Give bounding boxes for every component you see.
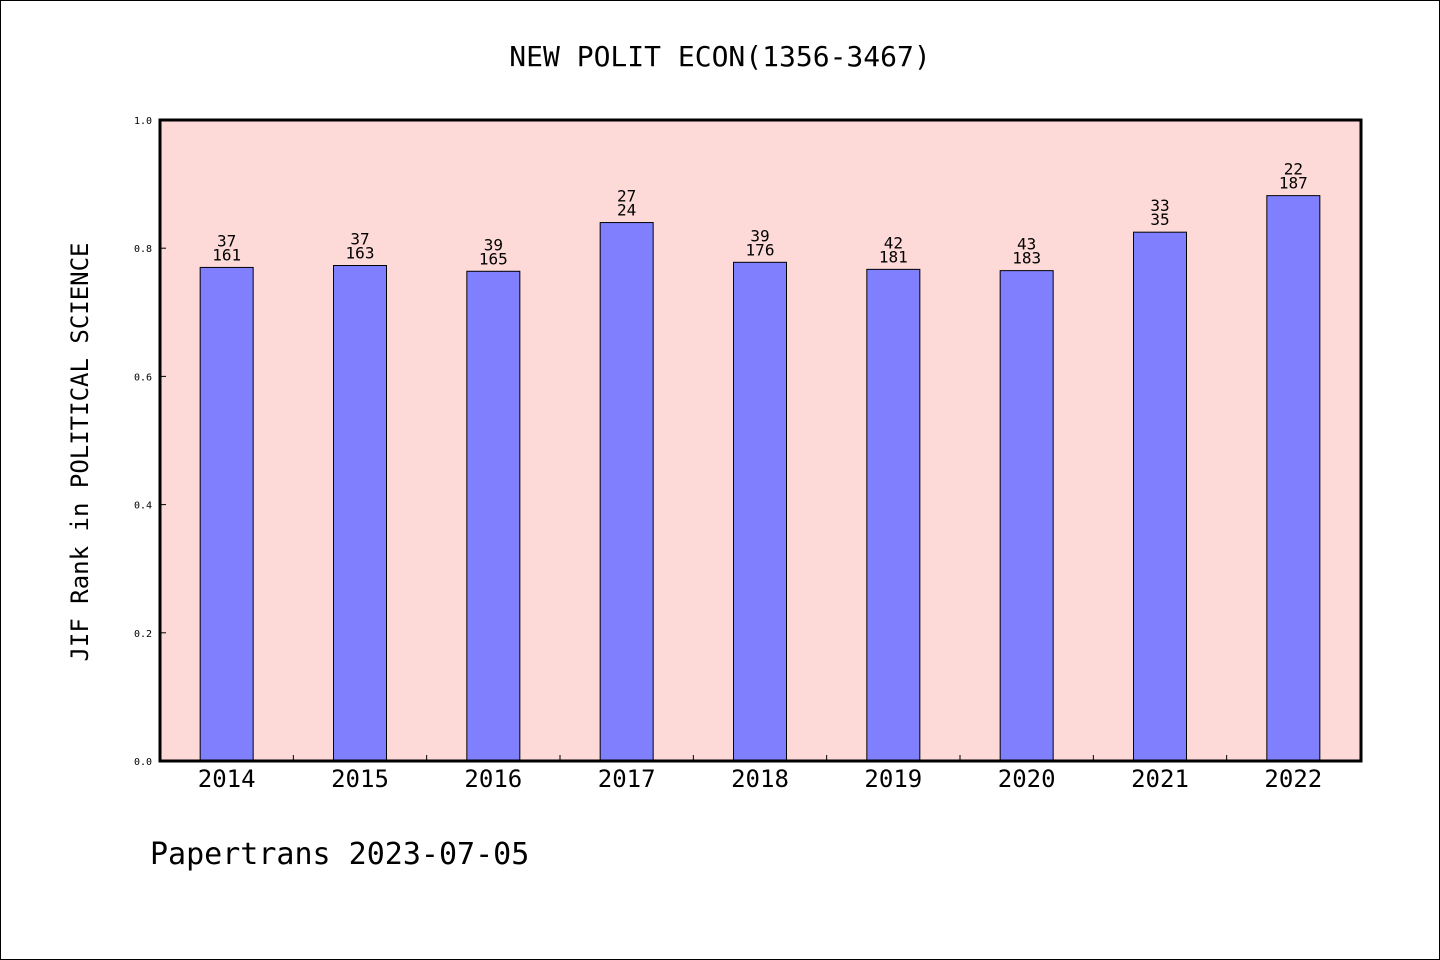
chart-title: NEW POLIT ECON(1356-3467): [509, 40, 930, 73]
bar-rank-label-2017: 27: [617, 187, 636, 206]
x-tick-label-2020: 2020: [998, 765, 1056, 793]
plot-border: [158, 118, 1363, 763]
y-tick-label: 0.0: [134, 757, 152, 768]
bar-2022: [1266, 195, 1321, 762]
bar-2021: [1133, 231, 1187, 762]
bar-rank-label-2019: 42: [884, 233, 903, 252]
bar-2014: [199, 266, 254, 762]
y-axis-label: JIF Rank in POLITICAL SCIENCE: [66, 242, 94, 661]
bar-total-label-2018: 176: [746, 240, 775, 259]
y-tick-label: 0.2: [134, 629, 152, 640]
x-tick-label-2018: 2018: [731, 765, 789, 793]
x-tick-label-2015: 2015: [331, 765, 389, 793]
bar-2017: [599, 222, 654, 762]
bar-total-label-2016: 165: [479, 249, 508, 268]
bar-2015: [333, 265, 387, 762]
y-tick-label: 0.8: [134, 244, 152, 255]
x-tick-label-2022: 2022: [1264, 765, 1322, 793]
x-tick-label-2017: 2017: [598, 765, 656, 793]
bar-rank-label-2015: 37: [350, 230, 369, 249]
bar-total-label-2014: 161: [212, 245, 241, 264]
bar-total-label-2021: 35: [1150, 210, 1169, 229]
bar-total-label-2022: 187: [1279, 174, 1308, 193]
bar-2019: [866, 268, 921, 762]
x-tick-label-2014: 2014: [198, 765, 256, 793]
x-tick-label-2016: 2016: [464, 765, 522, 793]
bar-total-label-2019: 181: [879, 247, 908, 266]
y-tick-label: 0.6: [134, 372, 152, 383]
bars-layer: [199, 195, 1321, 762]
bar-rank-label-2021: 33: [1150, 196, 1169, 215]
y-tick-label: 1.0: [134, 116, 152, 127]
bar-total-label-2015: 163: [346, 244, 375, 263]
bar-2016: [466, 270, 521, 762]
bar-total-label-2020: 183: [1012, 249, 1041, 268]
bar-rank-label-2018: 39: [750, 226, 769, 245]
bar-rank-label-2022: 22: [1284, 160, 1303, 179]
bar-rank-label-2020: 43: [1017, 235, 1036, 254]
bar-2020: [999, 270, 1054, 762]
footer-credit: Papertrans 2023-07-05: [150, 837, 529, 872]
bar-rank-label-2016: 39: [484, 235, 503, 254]
x-tick-label-2019: 2019: [864, 765, 922, 793]
bar-2018: [733, 261, 787, 762]
y-tick-label: 0.4: [134, 501, 152, 512]
x-tick-label-2021: 2021: [1131, 765, 1189, 793]
x-axis: 2014 2015 2016 2017 2018 2019 2020 2021 2022: [198, 755, 1322, 793]
bar-total-label-2017: 24: [617, 201, 636, 220]
bar-rank-label-2014: 37: [217, 231, 236, 250]
